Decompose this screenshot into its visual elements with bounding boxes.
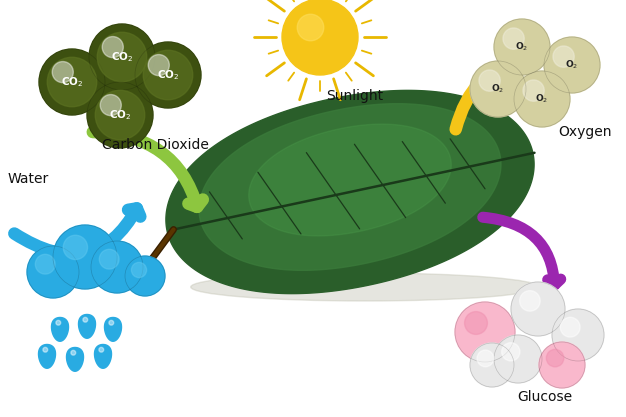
Circle shape bbox=[99, 347, 104, 352]
Circle shape bbox=[56, 320, 61, 325]
Circle shape bbox=[544, 37, 600, 93]
Circle shape bbox=[52, 62, 73, 83]
Circle shape bbox=[135, 42, 201, 108]
Circle shape bbox=[71, 350, 76, 355]
Circle shape bbox=[282, 0, 358, 75]
Polygon shape bbox=[249, 124, 451, 236]
Text: CO$_2$: CO$_2$ bbox=[111, 50, 133, 64]
Circle shape bbox=[455, 302, 515, 362]
Text: CO$_2$: CO$_2$ bbox=[61, 75, 83, 89]
Text: O$_2$: O$_2$ bbox=[515, 41, 528, 53]
Circle shape bbox=[125, 256, 165, 296]
Circle shape bbox=[464, 311, 488, 334]
Circle shape bbox=[63, 235, 88, 259]
Text: Oxygen: Oxygen bbox=[558, 125, 612, 139]
Text: O$_2$: O$_2$ bbox=[565, 59, 578, 71]
Text: Sunlight: Sunlight bbox=[326, 89, 384, 103]
Circle shape bbox=[43, 347, 48, 352]
Polygon shape bbox=[51, 317, 68, 341]
Circle shape bbox=[511, 282, 565, 336]
Circle shape bbox=[470, 343, 514, 387]
Circle shape bbox=[53, 225, 117, 289]
Circle shape bbox=[91, 241, 143, 293]
Circle shape bbox=[109, 320, 114, 325]
Ellipse shape bbox=[191, 273, 539, 301]
Circle shape bbox=[479, 70, 500, 91]
Text: Glucose: Glucose bbox=[518, 390, 573, 404]
Circle shape bbox=[560, 317, 580, 337]
Circle shape bbox=[27, 246, 79, 298]
FancyArrowPatch shape bbox=[14, 208, 140, 254]
Circle shape bbox=[148, 55, 169, 75]
Circle shape bbox=[503, 28, 524, 49]
Circle shape bbox=[100, 95, 121, 116]
Circle shape bbox=[501, 343, 520, 361]
Polygon shape bbox=[166, 90, 534, 294]
Text: Carbon Dioxide: Carbon Dioxide bbox=[101, 138, 208, 152]
Circle shape bbox=[83, 317, 88, 322]
Polygon shape bbox=[95, 344, 111, 368]
Text: O$_2$: O$_2$ bbox=[491, 83, 505, 95]
Polygon shape bbox=[105, 317, 121, 341]
Circle shape bbox=[477, 350, 494, 367]
Text: CO$_2$: CO$_2$ bbox=[156, 68, 179, 82]
Circle shape bbox=[297, 14, 324, 41]
FancyArrowPatch shape bbox=[456, 52, 525, 129]
Circle shape bbox=[523, 80, 544, 101]
Text: Water: Water bbox=[8, 172, 49, 186]
Circle shape bbox=[131, 262, 146, 278]
FancyArrowPatch shape bbox=[93, 132, 203, 207]
Circle shape bbox=[143, 50, 193, 100]
Circle shape bbox=[494, 19, 550, 75]
Circle shape bbox=[553, 46, 574, 67]
Polygon shape bbox=[66, 347, 83, 371]
Circle shape bbox=[89, 24, 155, 90]
Polygon shape bbox=[39, 344, 56, 368]
Circle shape bbox=[494, 335, 542, 383]
Text: O$_2$: O$_2$ bbox=[535, 93, 548, 105]
Polygon shape bbox=[78, 314, 96, 338]
Circle shape bbox=[470, 61, 526, 117]
Circle shape bbox=[95, 90, 145, 140]
Circle shape bbox=[47, 57, 97, 107]
Circle shape bbox=[97, 32, 146, 82]
Circle shape bbox=[35, 254, 55, 274]
Text: CO$_2$: CO$_2$ bbox=[109, 108, 131, 122]
Circle shape bbox=[100, 249, 119, 269]
Circle shape bbox=[546, 349, 564, 367]
Circle shape bbox=[87, 82, 153, 148]
Circle shape bbox=[552, 309, 604, 361]
Polygon shape bbox=[199, 104, 501, 270]
Circle shape bbox=[520, 291, 540, 311]
Circle shape bbox=[39, 49, 105, 115]
Circle shape bbox=[539, 342, 585, 388]
Circle shape bbox=[102, 37, 123, 58]
Circle shape bbox=[514, 71, 570, 127]
FancyArrowPatch shape bbox=[483, 217, 561, 285]
